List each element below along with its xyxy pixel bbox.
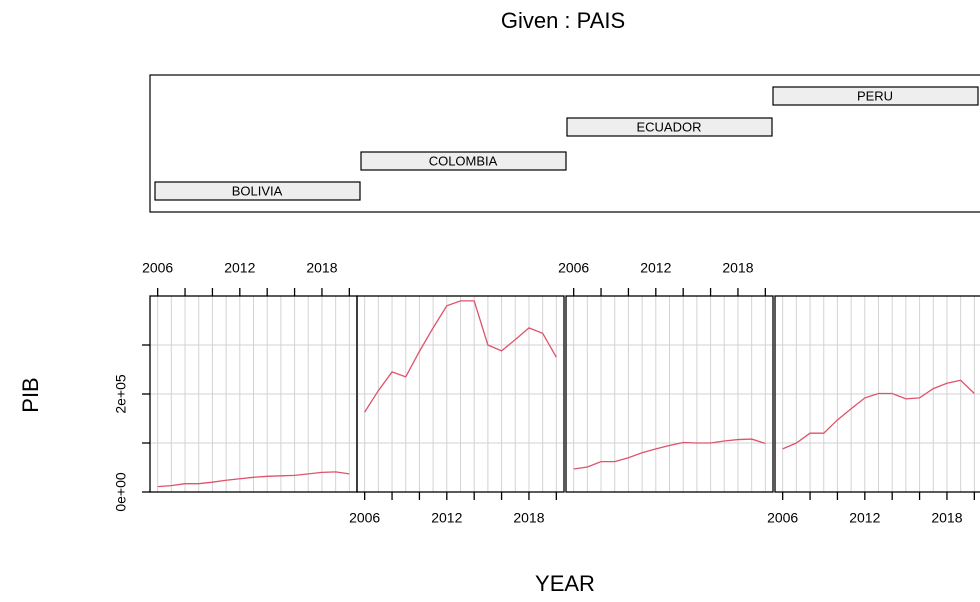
x-tick-label: 2012: [640, 260, 671, 276]
y-tick-label: 0e+00: [113, 472, 129, 512]
panel-border: [356, 295, 565, 493]
data-line: [364, 300, 557, 413]
x-tick-label: 2006: [558, 260, 589, 276]
panel-border: [774, 295, 980, 493]
y-tick-label: 2e+05: [113, 374, 129, 414]
given-label: BOLIVIA: [232, 183, 283, 198]
x-tick-label: 2012: [849, 510, 880, 526]
given-bar: [772, 86, 979, 106]
given-label: COLOMBIA: [429, 153, 498, 168]
x-tick-label: 2012: [224, 260, 255, 276]
x-tick-label: 2006: [349, 510, 380, 526]
given-label: PERU: [857, 88, 893, 103]
given-label: ECUADOR: [636, 119, 701, 134]
given-panel: [149, 74, 980, 213]
data-line: [157, 471, 350, 488]
chart-title: Given : PAIS: [501, 8, 625, 33]
panel-border: [565, 295, 774, 493]
given-bar: [566, 117, 773, 137]
given-bar: [360, 151, 567, 171]
y-axis-label: PIB: [18, 377, 43, 412]
x-tick-label: 2012: [431, 510, 462, 526]
x-tick-label: 2018: [722, 260, 753, 276]
data-line: [782, 379, 975, 450]
x-tick-label: 2018: [931, 510, 962, 526]
x-tick-label: 2006: [767, 510, 798, 526]
x-tick-label: 2006: [142, 260, 173, 276]
x-tick-label: 2018: [306, 260, 337, 276]
given-bar: [154, 181, 361, 201]
x-tick-label: 2018: [513, 510, 544, 526]
x-axis-label: YEAR: [535, 571, 595, 596]
data-line: [573, 438, 766, 470]
